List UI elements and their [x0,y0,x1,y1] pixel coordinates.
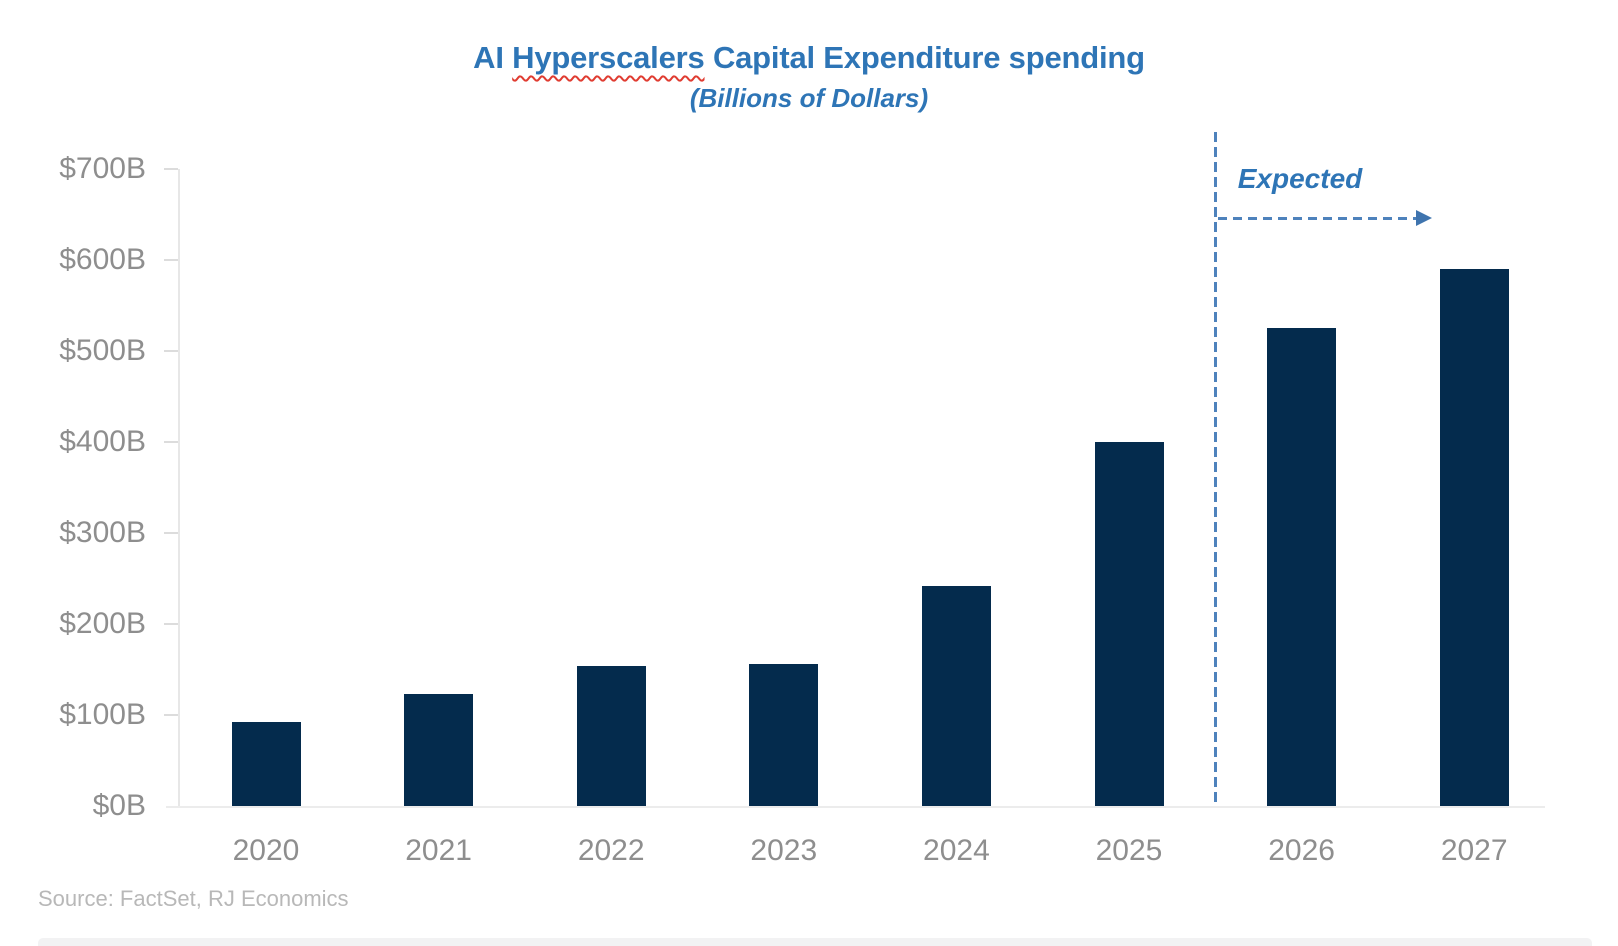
bottom-edge-strip [38,938,1592,946]
chart-title-post: Capital Expenditure spending [704,40,1145,75]
chart-subtitle: (Billions of Dollars) [689,83,929,113]
expected-annotation-label: Expected [1237,163,1363,194]
y-axis-tick-label: $500B [59,334,146,367]
y-axis-tick-label: $300B [59,516,146,549]
y-axis-tick-label: $700B [59,152,146,185]
y-tick-mark [164,623,178,625]
chart-title: AI Hyperscalers Capital Expenditure spen… [0,40,1618,76]
x-axis-label-2025: 2025 [1095,834,1163,867]
bar-2021 [404,694,474,806]
bar-2020 [231,722,301,806]
x-axis-label-2024: 2024 [923,834,990,867]
x-axis-label-2026: 2026 [1268,834,1335,867]
y-tick-mark [164,532,178,534]
chart-title-pre: AI [473,40,513,75]
x-axis-label-2020: 2020 [232,834,300,867]
y-axis-tick-label: $600B [59,243,146,276]
bar-2025 [1094,442,1164,806]
bar-2027 [1439,269,1509,806]
x-axis-label-2021: 2021 [405,834,472,867]
forecast-divider-dashed-line [1214,132,1217,806]
x-axis-label-2022: 2022 [577,834,645,867]
expected-arrow-shaft [1218,217,1416,220]
y-axis-line [178,169,180,806]
y-axis-tick-label: $200B [59,607,146,640]
x-axis-baseline [166,806,1545,808]
y-axis-tick-label: $100B [59,698,146,731]
bar-2024 [921,585,991,806]
expected-arrow-head-icon [1416,210,1432,226]
bar-2023 [749,664,819,806]
bar-2022 [576,665,646,806]
chart-title-misspelled-word: Hyperscalers [512,40,705,75]
x-axis-label-2027: 2027 [1440,834,1508,867]
y-tick-mark [164,259,178,261]
y-tick-mark [164,350,178,352]
y-axis-tick-label: $0B [92,789,146,822]
y-tick-mark [164,714,178,716]
y-tick-mark [164,168,178,170]
bar-2026 [1267,328,1337,806]
y-tick-mark [164,441,178,443]
x-axis-label-2023: 2023 [750,834,818,867]
source-note: Source: FactSet, RJ Economics [38,886,349,911]
y-axis-tick-label: $400B [59,425,146,458]
